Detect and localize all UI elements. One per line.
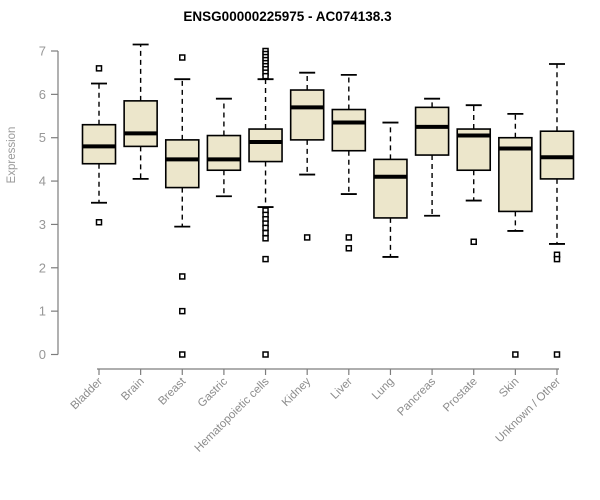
x-category-label: Bladder (69, 376, 106, 413)
outlier-point (95, 219, 103, 226)
boxplot-gastric (206, 97, 242, 198)
box-iqr (539, 130, 575, 180)
outlier-point (345, 234, 353, 241)
y-tick-label: 3 (39, 217, 46, 232)
boxplot-lung (373, 121, 408, 258)
outlier-point (179, 351, 186, 358)
boxplot-hematopoietic-cells (248, 47, 283, 358)
outlier-point (553, 255, 561, 263)
boxplot-bladder (81, 65, 117, 226)
outlier-point (303, 234, 311, 241)
outlier-point (262, 255, 269, 263)
x-category-label: Brain (119, 376, 146, 403)
boxplot-brain (123, 43, 158, 180)
outlier-point (470, 238, 477, 246)
x-category-label: Gastric (196, 375, 230, 409)
y-tick-label: 2 (39, 260, 46, 275)
box-iqr (414, 106, 450, 156)
outlier-point (262, 351, 269, 358)
box-iqr (373, 158, 408, 219)
outlier-point (179, 307, 186, 315)
outlier-point (262, 224, 269, 232)
y-tick-label: 5 (39, 130, 46, 145)
x-category-label: Skin (497, 376, 521, 400)
x-category-label: Lung (370, 376, 397, 403)
x-category-label: Hematopoietic cells (193, 375, 272, 454)
y-tick-label: 0 (39, 347, 46, 362)
box-iqr (123, 100, 158, 148)
chart-title: ENSG00000225975 - AC074138.3 (183, 9, 392, 24)
outlier-point (512, 351, 519, 358)
x-category-label: Breast (156, 375, 189, 408)
x-category-label: Pancreas (395, 375, 438, 418)
y-tick-label: 1 (39, 304, 46, 319)
outlier-point (179, 273, 186, 280)
boxplot-skin (498, 112, 533, 358)
boxplot-pancreas (414, 97, 450, 217)
box-iqr (206, 134, 242, 172)
outlier-point (345, 245, 353, 252)
x-category-label: Liver (329, 376, 355, 402)
outlier-point (262, 235, 269, 242)
x-category-label: Prostate (441, 376, 480, 415)
box-iqr (164, 139, 200, 189)
boxplot-liver (331, 73, 367, 252)
y-tick-label: 7 (39, 44, 46, 59)
boxplot-breast (164, 54, 200, 358)
y-tick-label: 4 (39, 174, 46, 189)
outlier-point (262, 72, 269, 80)
outlier-point (262, 229, 269, 237)
box-iqr (289, 89, 325, 141)
boxplot-prostate (456, 104, 492, 246)
boxplot-kidney (289, 71, 325, 241)
box-iqr (81, 123, 117, 165)
x-category-label: Kidney (280, 375, 314, 409)
outlier-point (179, 54, 186, 61)
boxplot-unknown-other (539, 63, 575, 358)
box-iqr (331, 108, 367, 152)
outlier-point (553, 351, 561, 358)
y-tick-label: 6 (39, 87, 46, 102)
box-iqr (248, 128, 283, 163)
outlier-point (95, 65, 103, 72)
